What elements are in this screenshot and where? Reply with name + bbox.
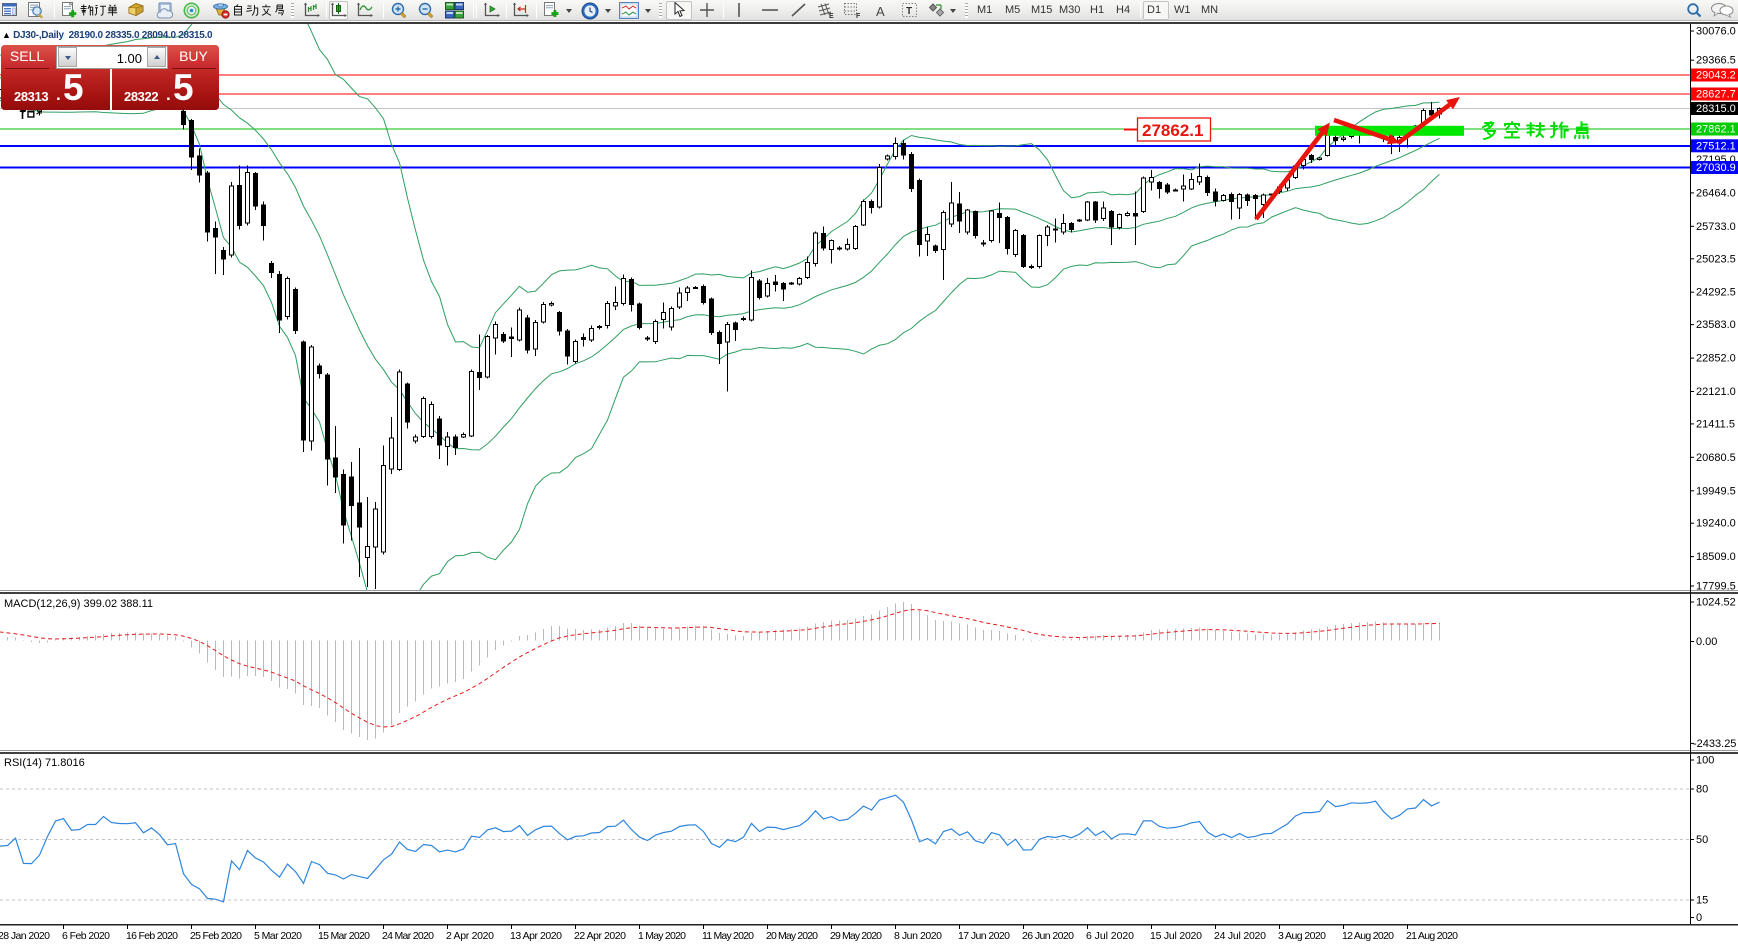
svg-text:27030.9: 27030.9 [1696,162,1736,174]
svg-text:24 Jul 2020: 24 Jul 2020 [1214,930,1266,942]
svg-text:22 Apr 2020: 22 Apr 2020 [574,930,626,942]
svg-text:11 May 2020: 11 May 2020 [702,930,754,942]
svg-text:0: 0 [1696,912,1702,924]
svg-text:T: T [906,6,912,17]
svg-text:1024.52: 1024.52 [1696,597,1736,609]
svg-text:20 May 2020: 20 May 2020 [766,930,818,942]
svg-text:F: F [856,13,861,19]
svg-text:25023.5: 25023.5 [1696,253,1736,265]
svg-text:30076.0: 30076.0 [1696,26,1736,38]
svg-text:24292.5: 24292.5 [1696,287,1736,299]
svg-text:15: 15 [1696,895,1708,907]
svg-text:21411.5: 21411.5 [1696,418,1735,430]
svg-text:6 Feb 2020: 6 Feb 2020 [62,930,110,942]
svg-text:29366.5: 29366.5 [1696,55,1736,67]
svg-text:28627.7: 28627.7 [1696,89,1736,101]
svg-text:17 Jun 2020: 17 Jun 2020 [958,930,1010,942]
svg-text:25 Feb 2020: 25 Feb 2020 [190,930,242,942]
svg-text:15 Jul 2020: 15 Jul 2020 [1150,930,1202,942]
svg-text:29 May 2020: 29 May 2020 [830,930,882,942]
svg-text:100: 100 [1696,755,1714,767]
svg-text:5 Mar 2020: 5 Mar 2020 [254,930,302,942]
svg-text:25733.0: 25733.0 [1696,221,1736,233]
svg-text:27862.1: 27862.1 [1142,121,1203,140]
svg-text:17799.5: 17799.5 [1696,581,1736,593]
svg-text:13 Apr 2020: 13 Apr 2020 [510,930,562,942]
svg-text:2 Apr 2020: 2 Apr 2020 [446,930,494,942]
svg-text:1 May 2020: 1 May 2020 [638,930,686,942]
svg-text:19949.5: 19949.5 [1696,485,1736,497]
svg-text:28315.0: 28315.0 [1696,103,1736,115]
svg-text:22852.0: 22852.0 [1696,353,1736,365]
svg-text:15 Mar 2020: 15 Mar 2020 [318,930,370,942]
svg-text:12 Aug 2020: 12 Aug 2020 [1342,930,1394,942]
svg-text:3 Aug 2020: 3 Aug 2020 [1278,930,1326,942]
svg-text:21 Aug 2020: 21 Aug 2020 [1406,930,1458,942]
svg-text:23583.0: 23583.0 [1696,319,1736,331]
svg-text:RSI(14) 71.8016: RSI(14) 71.8016 [4,757,85,769]
svg-text:0.00: 0.00 [1696,636,1717,648]
svg-text:16 Feb 2020: 16 Feb 2020 [126,930,178,942]
svg-text:8 Jun 2020: 8 Jun 2020 [894,930,942,942]
svg-text:6 Jul 2020: 6 Jul 2020 [1086,930,1134,942]
svg-text:50: 50 [1696,834,1708,846]
svg-text:29043.2: 29043.2 [1696,70,1736,82]
svg-text:19240.0: 19240.0 [1696,518,1736,530]
svg-text:E: E [829,13,834,19]
svg-text:28 Jan 2020: 28 Jan 2020 [0,930,50,942]
svg-text:22121.0: 22121.0 [1696,386,1736,398]
svg-text:-2433.25: -2433.25 [1693,738,1736,750]
svg-text:20680.5: 20680.5 [1696,452,1736,464]
svg-text:18509.0: 18509.0 [1696,551,1736,563]
svg-text:MACD(12,26,9) 399.02 388.11: MACD(12,26,9) 399.02 388.11 [4,598,153,610]
svg-text:26464.0: 26464.0 [1696,187,1736,199]
svg-text:80: 80 [1696,784,1708,796]
svg-text:27512.1: 27512.1 [1696,140,1736,152]
svg-text:27862.1: 27862.1 [1696,124,1736,136]
svg-text:26 Jun 2020: 26 Jun 2020 [1022,930,1074,942]
svg-text:24 Mar 2020: 24 Mar 2020 [382,930,434,942]
